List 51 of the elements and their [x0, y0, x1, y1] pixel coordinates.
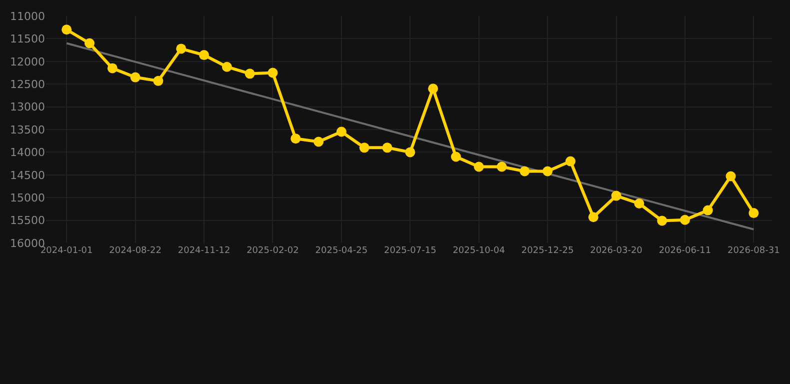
point: [542, 166, 553, 176]
point: [565, 156, 576, 166]
x-tick-label: 2026-03-20: [590, 246, 643, 256]
point: [314, 136, 324, 147]
point: [450, 152, 461, 162]
y-tick-label: 12500: [10, 78, 45, 91]
x-tick-label: 2024-08-22: [109, 246, 162, 256]
y-tick-label: 11500: [10, 32, 45, 46]
point: [382, 142, 392, 153]
point: [176, 44, 186, 54]
x-tick-label: 2024-11-12: [178, 246, 230, 256]
y-tick-label: 12000: [10, 55, 45, 68]
point: [474, 162, 484, 172]
x-tick-label: 2026-06-11: [658, 246, 712, 256]
point: [702, 205, 713, 216]
point: [336, 126, 346, 137]
point: [268, 68, 278, 78]
y-tick-label: 14000: [10, 146, 45, 160]
point: [657, 216, 668, 226]
y-tick-label: 13000: [10, 100, 45, 114]
x-tick-label: 2025-10-04: [452, 246, 506, 256]
point: [107, 63, 118, 74]
point: [153, 76, 164, 86]
point: [244, 68, 255, 79]
point: [611, 190, 622, 201]
point: [84, 38, 95, 48]
point: [634, 198, 644, 208]
y-tick-label: 13500: [10, 123, 45, 136]
point: [62, 24, 72, 35]
point: [680, 214, 690, 225]
x-tick-label: 2025-02-02: [246, 246, 299, 256]
y-tick-label: 11000: [10, 10, 45, 23]
point: [726, 171, 736, 182]
point: [588, 212, 598, 222]
point: [405, 147, 416, 158]
point: [428, 84, 438, 94]
y-tick-label: 15000: [10, 191, 45, 204]
point: [222, 62, 232, 72]
y-tick-label: 15500: [10, 214, 45, 228]
x-tick-label: 2026-08-31: [728, 246, 780, 256]
point: [496, 162, 507, 172]
point: [748, 208, 759, 218]
point: [130, 72, 140, 82]
x-tick-label: 2025-07-15: [384, 246, 436, 256]
point: [520, 166, 530, 176]
point: [290, 134, 301, 144]
point: [359, 142, 370, 153]
y-tick-label: 14500: [10, 168, 45, 182]
x-tick-label: 2025-04-25: [315, 246, 368, 256]
point: [199, 50, 210, 60]
x-tick-label: 2025-12-25: [521, 246, 574, 256]
